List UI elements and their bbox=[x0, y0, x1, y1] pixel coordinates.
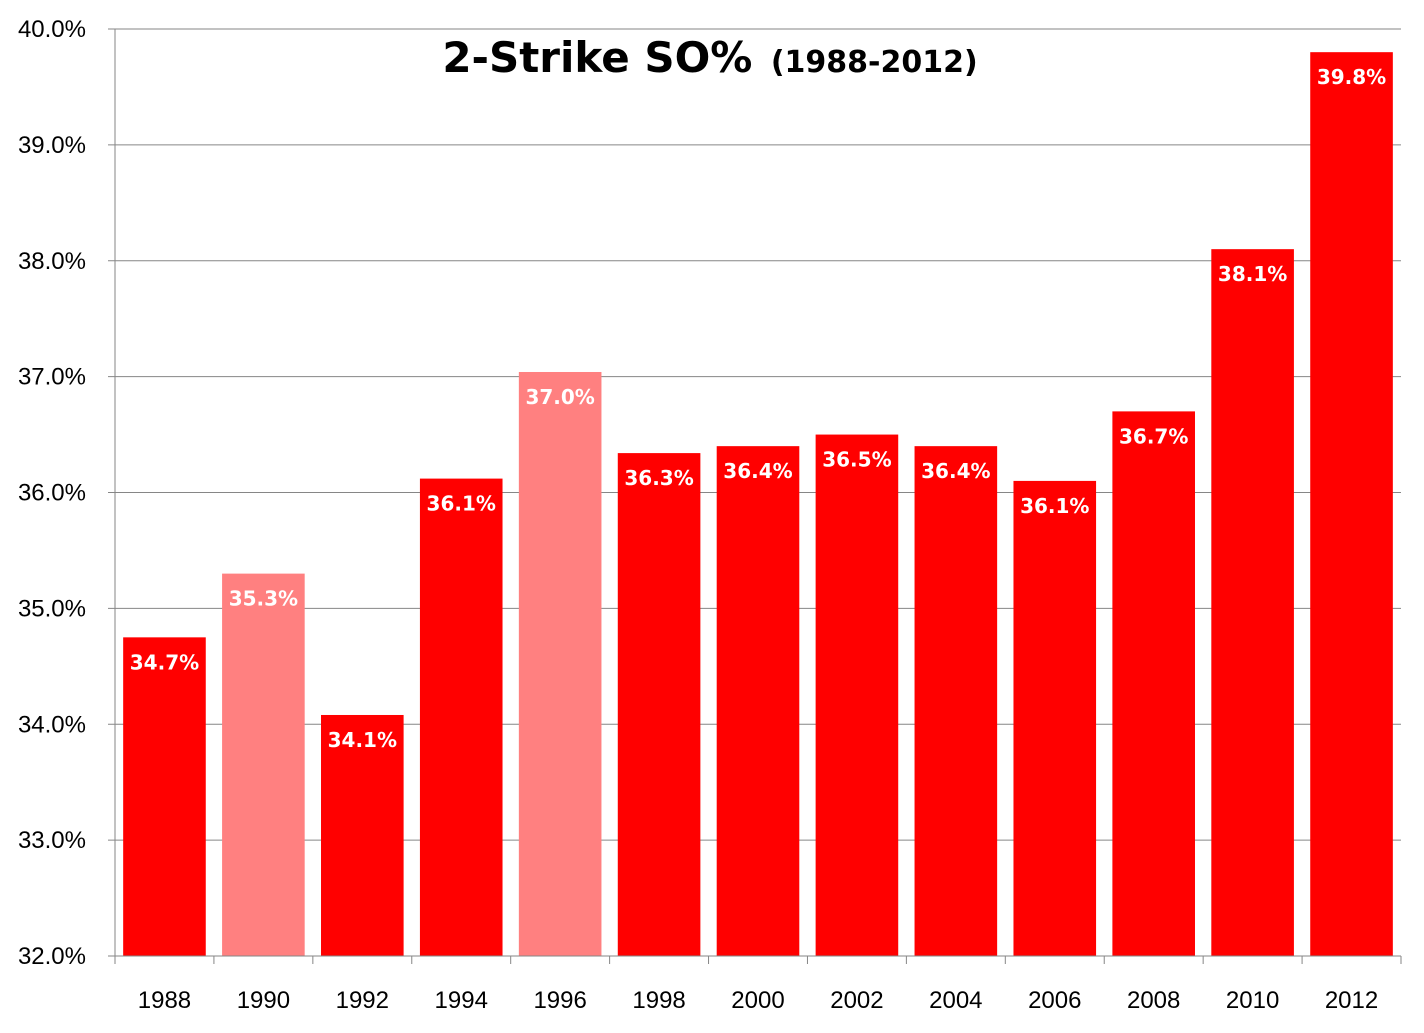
x-tick-label: 2010 bbox=[1226, 987, 1279, 1014]
chart-title-main: 2-Strike SO% bbox=[442, 33, 752, 82]
y-tick-label: 39.0% bbox=[18, 132, 86, 159]
x-tick-label: 1988 bbox=[138, 987, 191, 1014]
x-tick-label: 2012 bbox=[1325, 987, 1378, 1014]
x-tick-label: 1998 bbox=[632, 987, 685, 1014]
y-tick-label: 36.0% bbox=[18, 480, 86, 507]
y-tick-label: 32.0% bbox=[18, 943, 86, 970]
data-label: 34.1% bbox=[328, 728, 397, 752]
data-label: 36.7% bbox=[1119, 424, 1188, 448]
bar bbox=[815, 434, 899, 956]
bar bbox=[123, 637, 206, 956]
chart-title: 2-Strike SO% (1988-2012) bbox=[442, 33, 977, 82]
bar bbox=[617, 453, 701, 956]
x-tick-label: 2000 bbox=[731, 987, 784, 1014]
data-label: 35.3% bbox=[229, 587, 298, 611]
bar bbox=[1112, 411, 1195, 956]
x-tick-label: 1992 bbox=[336, 987, 389, 1014]
chart-subtitle: (1988-2012) bbox=[771, 45, 978, 80]
x-tick-label: 1990 bbox=[237, 987, 290, 1014]
bar bbox=[222, 573, 305, 956]
y-tick-label: 33.0% bbox=[18, 827, 86, 854]
y-tick-label: 40.0% bbox=[18, 16, 86, 43]
bar bbox=[518, 371, 602, 956]
x-tick-label: 2004 bbox=[929, 987, 982, 1014]
x-tick-label: 2006 bbox=[1028, 987, 1081, 1014]
y-tick-label: 35.0% bbox=[18, 595, 86, 622]
bar bbox=[716, 446, 800, 956]
y-tick-label: 37.0% bbox=[18, 364, 86, 391]
data-label: 36.4% bbox=[921, 459, 990, 483]
data-label: 36.1% bbox=[427, 492, 496, 516]
data-label: 38.1% bbox=[1218, 262, 1287, 286]
bar bbox=[1211, 249, 1294, 957]
x-tick-label: 2008 bbox=[1127, 987, 1180, 1014]
bar bbox=[1013, 480, 1097, 956]
bar bbox=[321, 714, 404, 956]
bars: 34.7% 35.3% 34.1% 36.1% 37.0% 36.3% 36.4% 36.5%… bbox=[123, 52, 1393, 957]
data-label: 36.4% bbox=[723, 459, 792, 483]
axes: 32.0% 33.0% 34.0% 35.0% 36.0% 37.0% 38.0% 39.0%… bbox=[18, 16, 1402, 1014]
x-tick-label: 1994 bbox=[435, 987, 488, 1014]
data-label: 36.3% bbox=[624, 466, 693, 490]
bar bbox=[914, 446, 998, 956]
data-label: 34.7% bbox=[130, 650, 199, 674]
data-label: 37.0% bbox=[525, 385, 594, 409]
bar bbox=[1310, 52, 1393, 957]
y-tick-label: 34.0% bbox=[18, 711, 86, 738]
y-tick-label: 38.0% bbox=[18, 248, 86, 275]
data-label: 39.8% bbox=[1317, 65, 1386, 89]
data-label: 36.5% bbox=[822, 448, 891, 472]
x-tick-label: 1996 bbox=[533, 987, 586, 1014]
bar bbox=[419, 478, 503, 956]
x-tick-label: 2002 bbox=[830, 987, 883, 1014]
data-label: 36.1% bbox=[1020, 494, 1089, 518]
